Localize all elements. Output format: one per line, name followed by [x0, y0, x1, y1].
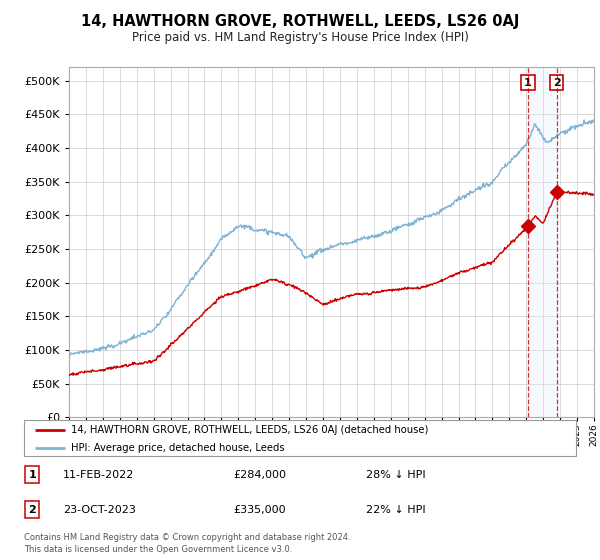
Text: 11-FEB-2022: 11-FEB-2022: [62, 470, 134, 479]
Text: 14, HAWTHORN GROVE, ROTHWELL, LEEDS, LS26 0AJ: 14, HAWTHORN GROVE, ROTHWELL, LEEDS, LS2…: [81, 14, 519, 29]
Text: 2: 2: [553, 78, 560, 88]
Text: 28% ↓ HPI: 28% ↓ HPI: [366, 470, 426, 479]
Text: £335,000: £335,000: [234, 505, 286, 515]
Text: 1: 1: [28, 470, 36, 479]
Text: 22% ↓ HPI: 22% ↓ HPI: [366, 505, 426, 515]
Bar: [528, 67, 557, 417]
Text: £284,000: £284,000: [234, 470, 287, 479]
Text: 23-OCT-2023: 23-OCT-2023: [62, 505, 136, 515]
Text: HPI: Average price, detached house, Leeds: HPI: Average price, detached house, Leed…: [71, 444, 284, 454]
Text: Contains HM Land Registry data © Crown copyright and database right 2024.
This d: Contains HM Land Registry data © Crown c…: [24, 533, 350, 554]
Text: 14, HAWTHORN GROVE, ROTHWELL, LEEDS, LS26 0AJ (detached house): 14, HAWTHORN GROVE, ROTHWELL, LEEDS, LS2…: [71, 425, 428, 435]
FancyBboxPatch shape: [24, 420, 576, 456]
Text: 2: 2: [28, 505, 36, 515]
Text: 1: 1: [524, 78, 532, 88]
Text: Price paid vs. HM Land Registry's House Price Index (HPI): Price paid vs. HM Land Registry's House …: [131, 31, 469, 44]
